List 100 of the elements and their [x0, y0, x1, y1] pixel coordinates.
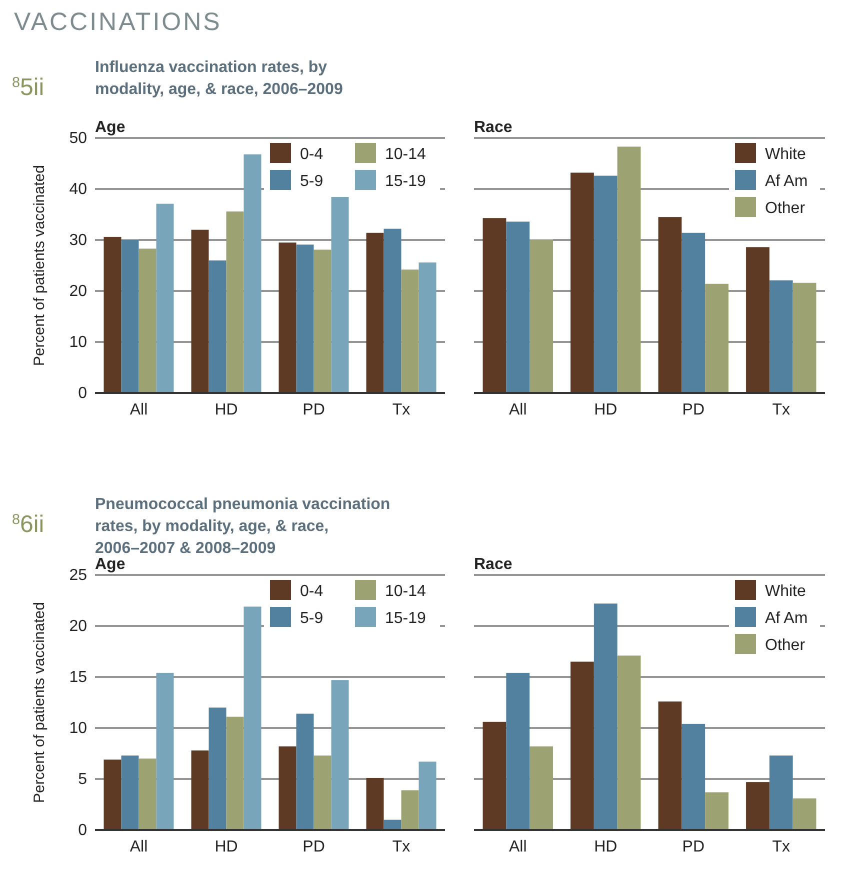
legend-label: 5-9 — [300, 610, 324, 627]
bar — [658, 217, 682, 393]
legend-label: Af Am — [765, 610, 808, 627]
chart-title: Influenza vaccination rates, by modality, age, & race, 2006–2009 — [95, 59, 343, 98]
x-tick-label: HD — [214, 838, 238, 856]
bar — [278, 746, 296, 830]
bar — [296, 244, 314, 393]
y-tick-label: 10 — [69, 720, 88, 738]
bar — [401, 270, 419, 393]
chart-subtitle: Age — [95, 556, 126, 573]
y-tick-label: 40 — [69, 181, 88, 198]
y-tick-label: 20 — [69, 618, 88, 636]
y-tick-label: 25 — [69, 567, 88, 584]
x-tick-label: Tx — [392, 401, 410, 418]
bar — [314, 250, 332, 393]
bar — [682, 232, 706, 393]
bar — [366, 778, 384, 830]
text: VACCINATIONS — [14, 8, 222, 36]
bar — [208, 708, 226, 830]
legend-label: 15-19 — [385, 610, 426, 627]
y-tick-label: 50 — [69, 130, 88, 148]
legend-label: 0-4 — [300, 583, 324, 600]
bar — [401, 790, 419, 830]
y-axis-title: Percent of patients vaccinated — [31, 602, 48, 803]
chart-subtitle: Age — [95, 119, 126, 136]
legend-label: White — [765, 583, 806, 600]
bar — [594, 176, 618, 393]
bar — [331, 680, 349, 830]
bar — [506, 222, 530, 393]
y-tick-label: 10 — [69, 334, 88, 352]
y-tick-label: 20 — [69, 283, 88, 300]
bar — [570, 662, 594, 830]
bar — [226, 211, 244, 393]
x-tick-label: PD — [682, 838, 704, 856]
chart-subtitle: Race — [474, 556, 512, 573]
bar — [104, 236, 122, 393]
bar — [705, 284, 728, 393]
bar — [570, 172, 594, 393]
x-tick-label: Tx — [772, 401, 790, 418]
y-tick-label: 30 — [69, 232, 88, 250]
x-tick-label: All — [508, 838, 527, 856]
bar — [244, 154, 262, 393]
y-tick-label: 15 — [69, 669, 88, 686]
bar — [384, 228, 402, 393]
bar — [792, 798, 816, 830]
bar — [617, 656, 641, 830]
bar — [121, 756, 139, 830]
legend-label: 15-19 — [385, 173, 426, 190]
text: $^{8}$5ii — [12, 74, 44, 101]
x-tick-label: All — [130, 401, 148, 418]
bar — [530, 746, 553, 830]
text: $^{8}$6ii — [12, 511, 44, 538]
x-tick-label: HD — [594, 838, 618, 856]
bar — [658, 701, 682, 830]
bar — [278, 242, 296, 393]
y-tick-label: 5 — [78, 771, 88, 788]
bar — [482, 218, 506, 393]
bar — [138, 248, 156, 393]
bar — [418, 262, 436, 393]
y-axis-title: Percent of patients vaccinated — [31, 165, 48, 366]
x-tick-label: PD — [302, 838, 325, 856]
legend-label: Other — [765, 637, 806, 654]
x-tick-label: HD — [214, 401, 238, 418]
bar — [705, 792, 728, 830]
bar — [418, 762, 436, 830]
bar — [594, 604, 618, 830]
bar — [296, 714, 314, 830]
bar — [314, 756, 332, 830]
bar — [530, 239, 553, 393]
bar — [506, 672, 530, 830]
legend-label: 10-14 — [385, 146, 426, 163]
bar — [156, 204, 174, 393]
x-tick-label: PD — [302, 401, 325, 418]
bar — [104, 760, 122, 830]
bar — [191, 750, 209, 830]
bar — [682, 724, 706, 830]
bar — [191, 230, 209, 393]
chart-subtitle: Race — [474, 119, 512, 136]
x-tick-label: PD — [682, 401, 704, 418]
bar — [482, 722, 506, 830]
legend-label: Other — [765, 200, 806, 217]
bar — [121, 239, 139, 393]
bar — [769, 280, 793, 393]
bar — [617, 146, 641, 393]
chart-title: Pneumococcal pneumonia vaccination rates, by modality, age, & race, 2006–2007 & 2008–2009 — [95, 496, 390, 557]
x-tick-label: All — [508, 401, 527, 418]
bar — [156, 672, 174, 830]
x-tick-label: All — [130, 838, 148, 856]
bar — [792, 282, 816, 393]
legend-label: Af Am — [765, 173, 808, 190]
y-tick-label: 0 — [78, 385, 88, 402]
bar — [331, 196, 349, 393]
bar — [208, 260, 226, 393]
bar — [746, 247, 770, 393]
y-tick-label: 0 — [78, 822, 88, 840]
legend-label: White — [765, 146, 806, 163]
bar — [366, 232, 384, 393]
x-tick-label: Tx — [392, 838, 410, 856]
x-tick-label: HD — [594, 401, 618, 418]
bar — [769, 756, 793, 830]
